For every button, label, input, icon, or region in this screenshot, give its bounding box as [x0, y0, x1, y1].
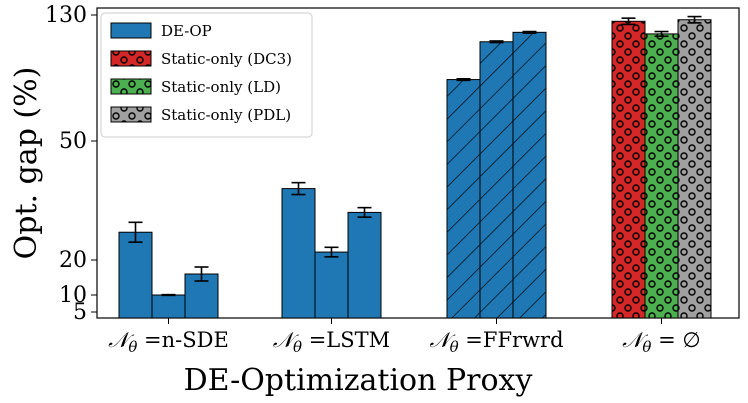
legend-swatch-pattern [111, 79, 151, 94]
bar [118, 231, 153, 319]
y-axis-label: Opt. gap (%) [9, 67, 44, 260]
y-tick-label: 50 [59, 129, 87, 154]
x-tick-label: 𝒩θ = ∅ [622, 328, 700, 356]
x-axis-label: DE-Optimization Proxy [184, 363, 533, 398]
bar-pattern [513, 32, 546, 318]
y-tick-label: 10 [59, 283, 87, 308]
y-tick-label: 130 [45, 3, 87, 28]
legend-box [100, 12, 313, 138]
bar [281, 188, 316, 319]
bar-pattern [678, 19, 711, 318]
legend-swatch-pattern [111, 51, 151, 66]
bar-pattern [645, 33, 678, 319]
bar [184, 273, 219, 319]
x-tick-label: 𝒩θ =FFrwrd [429, 328, 563, 356]
legend-swatch-pattern [111, 107, 151, 122]
legend-label: Static-only (PDL) [161, 106, 291, 124]
bar [151, 294, 186, 319]
bar [314, 251, 349, 319]
plot-frame [96, 7, 740, 319]
bar-pattern [480, 41, 513, 319]
x-tick-label: 𝒩θ =n-SDE [108, 328, 229, 356]
bar-pattern [612, 21, 645, 319]
y-tick-label: 20 [59, 248, 87, 273]
bar-pattern [447, 79, 480, 318]
bar [347, 211, 382, 319]
x-tick-label: 𝒩θ =LSTM [273, 328, 390, 356]
legend-swatch [110, 22, 152, 39]
legend-label: Static-only (DC3) [161, 50, 292, 68]
legend-label: Static-only (LD) [161, 78, 281, 96]
y-tick-label: 5 [73, 300, 87, 325]
legend-label: DE-OP [161, 22, 212, 40]
